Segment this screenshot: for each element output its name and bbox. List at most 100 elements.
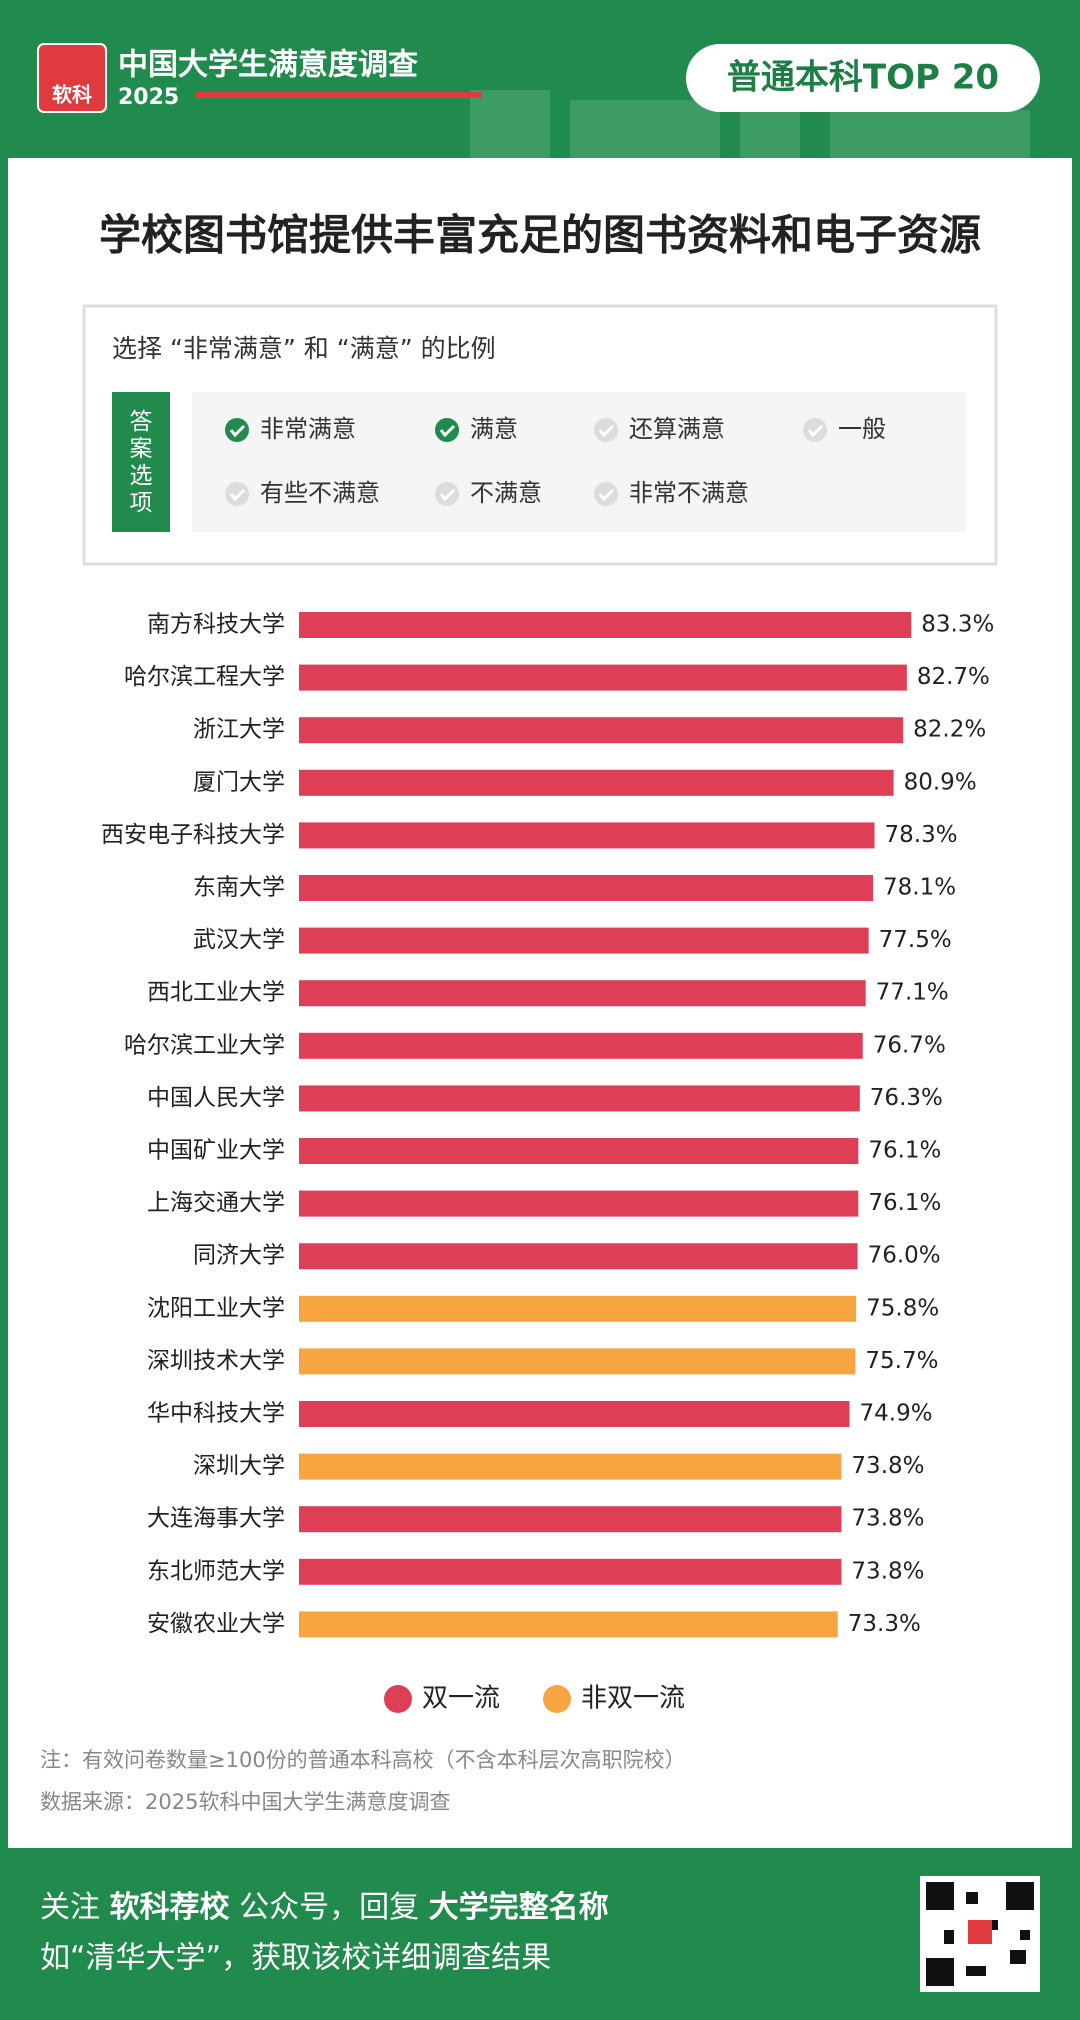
- brand: 中国大学生满意度调查: [118, 48, 418, 83]
- y-tick-label: 东南大学: [193, 875, 285, 901]
- badge: [686, 44, 1040, 112]
- options-label: 答案选项: [130, 409, 153, 516]
- footer-line: 如“清华大学”，获取该校详细调查结果: [40, 1941, 551, 1976]
- option-text: 满意: [470, 415, 518, 443]
- bar: [299, 1085, 860, 1112]
- footer-segment: 公众号，回复: [230, 1890, 429, 1925]
- value-label: 73.3%: [848, 1611, 921, 1637]
- value-label: 74.9%: [860, 1401, 933, 1427]
- qr-pattern: [926, 1882, 1034, 1986]
- option-text: 不满意: [470, 479, 542, 507]
- footer-line: 关注 软科荐校 公众号，回复 大学完整名称: [40, 1890, 609, 1925]
- value-label: 73.8%: [851, 1453, 924, 1479]
- value-label: 76.7%: [873, 1032, 946, 1058]
- bar: [299, 612, 912, 638]
- value-label: 76.3%: [870, 1085, 943, 1111]
- check-mark: [439, 424, 456, 438]
- footer-segment: 关注: [40, 1890, 110, 1925]
- value-label: 73.8%: [851, 1506, 924, 1532]
- bar: [299, 1138, 859, 1164]
- check-mark: [439, 488, 456, 502]
- value-label: 82.2%: [913, 717, 986, 743]
- value-label: 77.1%: [876, 980, 949, 1006]
- y-tick-label: 哈尔滨工程大学: [124, 664, 285, 690]
- check-icon-off: [225, 482, 249, 506]
- bar: [299, 980, 866, 1007]
- y-tick-label: 浙江大学: [193, 717, 285, 743]
- check-icon-on: [435, 418, 459, 442]
- badge-text: 普通本科TOP 20: [727, 58, 999, 98]
- y-tick-label: 沈阳工业大学: [147, 1295, 285, 1321]
- skyline: [470, 80, 1030, 158]
- value-label: 73.8%: [851, 1558, 924, 1584]
- bar: [299, 1243, 858, 1270]
- value-label: 80.9%: [904, 769, 977, 795]
- option-text: 一般: [838, 415, 886, 443]
- y-tick-label: 南方科技大学: [147, 612, 285, 638]
- value-label: 78.3%: [885, 822, 958, 848]
- footer-segment: 软科荐校: [110, 1890, 230, 1925]
- logo-text: 软科: [52, 83, 92, 107]
- note: 注：有效问卷数量≥100份的普通本科高校（不含本科层次高职院校）: [40, 1748, 686, 1772]
- value-label: 76.0%: [868, 1243, 941, 1269]
- value-label: 83.3%: [921, 612, 994, 638]
- y-tick-label: 西北工业大学: [147, 980, 285, 1006]
- legend-label: 非双一流: [581, 1684, 685, 1714]
- y-tick-label: 华中科技大学: [147, 1401, 285, 1427]
- bar: [299, 1558, 842, 1585]
- check-icon-off: [594, 418, 618, 442]
- bar: [299, 1190, 859, 1217]
- question-prompt: 选择 “非常满意” 和 “满意” 的比例: [112, 334, 496, 363]
- footer-segment: 大学完整名称: [429, 1890, 609, 1925]
- bar: [299, 822, 875, 849]
- option-text: 非常不满意: [629, 479, 749, 507]
- qr-logo: [968, 1920, 992, 1944]
- y-tick-label: 哈尔滨工业大学: [124, 1032, 285, 1058]
- bar: [299, 717, 904, 744]
- check-icon-off: [803, 418, 827, 442]
- check-mark: [598, 488, 615, 502]
- bar: [299, 769, 894, 796]
- check-mark: [229, 488, 246, 502]
- y-tick-label: 上海交通大学: [147, 1190, 285, 1216]
- value-label: 82.7%: [917, 664, 990, 690]
- bar: [299, 1453, 842, 1480]
- note: 数据来源：2025软科中国大学生满意度调查: [40, 1790, 450, 1814]
- y-tick-label: 厦门大学: [193, 769, 285, 795]
- value-label: 75.8%: [866, 1295, 939, 1321]
- option-text: 有些不满意: [260, 479, 380, 507]
- y-tick-label: 西安电子科技大学: [101, 822, 285, 848]
- y-tick-label: 东北师范大学: [147, 1558, 285, 1584]
- bar: [299, 1032, 863, 1059]
- chart-title: 学校图书馆提供丰富充足的图书资料和电子资源: [99, 211, 981, 260]
- bar: [299, 1295, 857, 1322]
- check-icon-off: [435, 482, 459, 506]
- value-label: 78.1%: [883, 875, 956, 901]
- logo: [37, 43, 107, 113]
- bar: [299, 1348, 856, 1375]
- legend-swatch: [384, 1685, 412, 1713]
- option-text: 非常满意: [260, 415, 356, 443]
- bar: [299, 875, 874, 901]
- underline: [196, 92, 482, 98]
- value-label: 76.1%: [868, 1138, 941, 1164]
- check-mark: [229, 424, 246, 438]
- bar: [299, 927, 869, 954]
- value-label: 75.7%: [865, 1348, 938, 1374]
- y-tick-label: 大连海事大学: [147, 1506, 285, 1532]
- y-tick-label: 武汉大学: [193, 927, 285, 953]
- legend-swatch: [543, 1685, 571, 1713]
- value-label: 77.5%: [879, 927, 952, 953]
- option-text: 还算满意: [629, 415, 725, 443]
- options-area: [192, 392, 966, 532]
- value-label: 76.1%: [868, 1190, 941, 1216]
- bar: [299, 1506, 842, 1533]
- y-tick-label: 中国人民大学: [147, 1085, 285, 1111]
- y-tick-label: 深圳技术大学: [147, 1348, 285, 1374]
- check-icon-off: [594, 482, 618, 506]
- check-mark: [807, 424, 824, 438]
- bar: [299, 1611, 838, 1638]
- legend-label: 双一流: [422, 1684, 500, 1714]
- y-tick-label: 同济大学: [193, 1243, 285, 1269]
